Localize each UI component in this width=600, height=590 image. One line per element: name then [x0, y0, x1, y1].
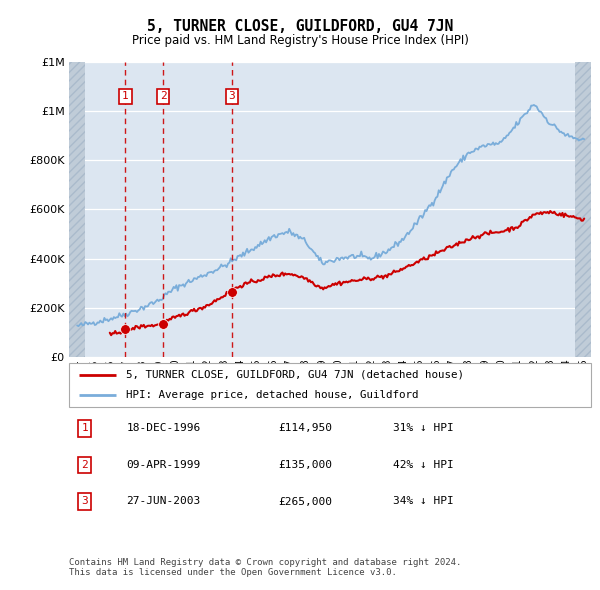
- Text: 31% ↓ HPI: 31% ↓ HPI: [392, 424, 454, 433]
- Text: 1: 1: [81, 424, 88, 433]
- Text: 42% ↓ HPI: 42% ↓ HPI: [392, 460, 454, 470]
- Text: Contains HM Land Registry data © Crown copyright and database right 2024.
This d: Contains HM Land Registry data © Crown c…: [69, 558, 461, 577]
- Text: 09-APR-1999: 09-APR-1999: [127, 460, 200, 470]
- Text: HPI: Average price, detached house, Guildford: HPI: Average price, detached house, Guil…: [127, 390, 419, 400]
- Text: 18-DEC-1996: 18-DEC-1996: [127, 424, 200, 433]
- Text: 2: 2: [160, 91, 166, 101]
- Bar: [575, 62, 591, 357]
- Text: 2: 2: [81, 460, 88, 470]
- Text: 34% ↓ HPI: 34% ↓ HPI: [392, 497, 454, 506]
- Text: 5, TURNER CLOSE, GUILDFORD, GU4 7JN: 5, TURNER CLOSE, GUILDFORD, GU4 7JN: [147, 19, 453, 34]
- Text: £114,950: £114,950: [278, 424, 332, 433]
- Text: £135,000: £135,000: [278, 460, 332, 470]
- Text: 27-JUN-2003: 27-JUN-2003: [127, 497, 200, 506]
- Bar: [69, 62, 85, 357]
- Text: 5, TURNER CLOSE, GUILDFORD, GU4 7JN (detached house): 5, TURNER CLOSE, GUILDFORD, GU4 7JN (det…: [127, 370, 464, 380]
- Text: £265,000: £265,000: [278, 497, 332, 506]
- Text: Price paid vs. HM Land Registry's House Price Index (HPI): Price paid vs. HM Land Registry's House …: [131, 34, 469, 47]
- Text: 1: 1: [122, 91, 129, 101]
- Text: 3: 3: [81, 497, 88, 506]
- Text: 3: 3: [229, 91, 235, 101]
